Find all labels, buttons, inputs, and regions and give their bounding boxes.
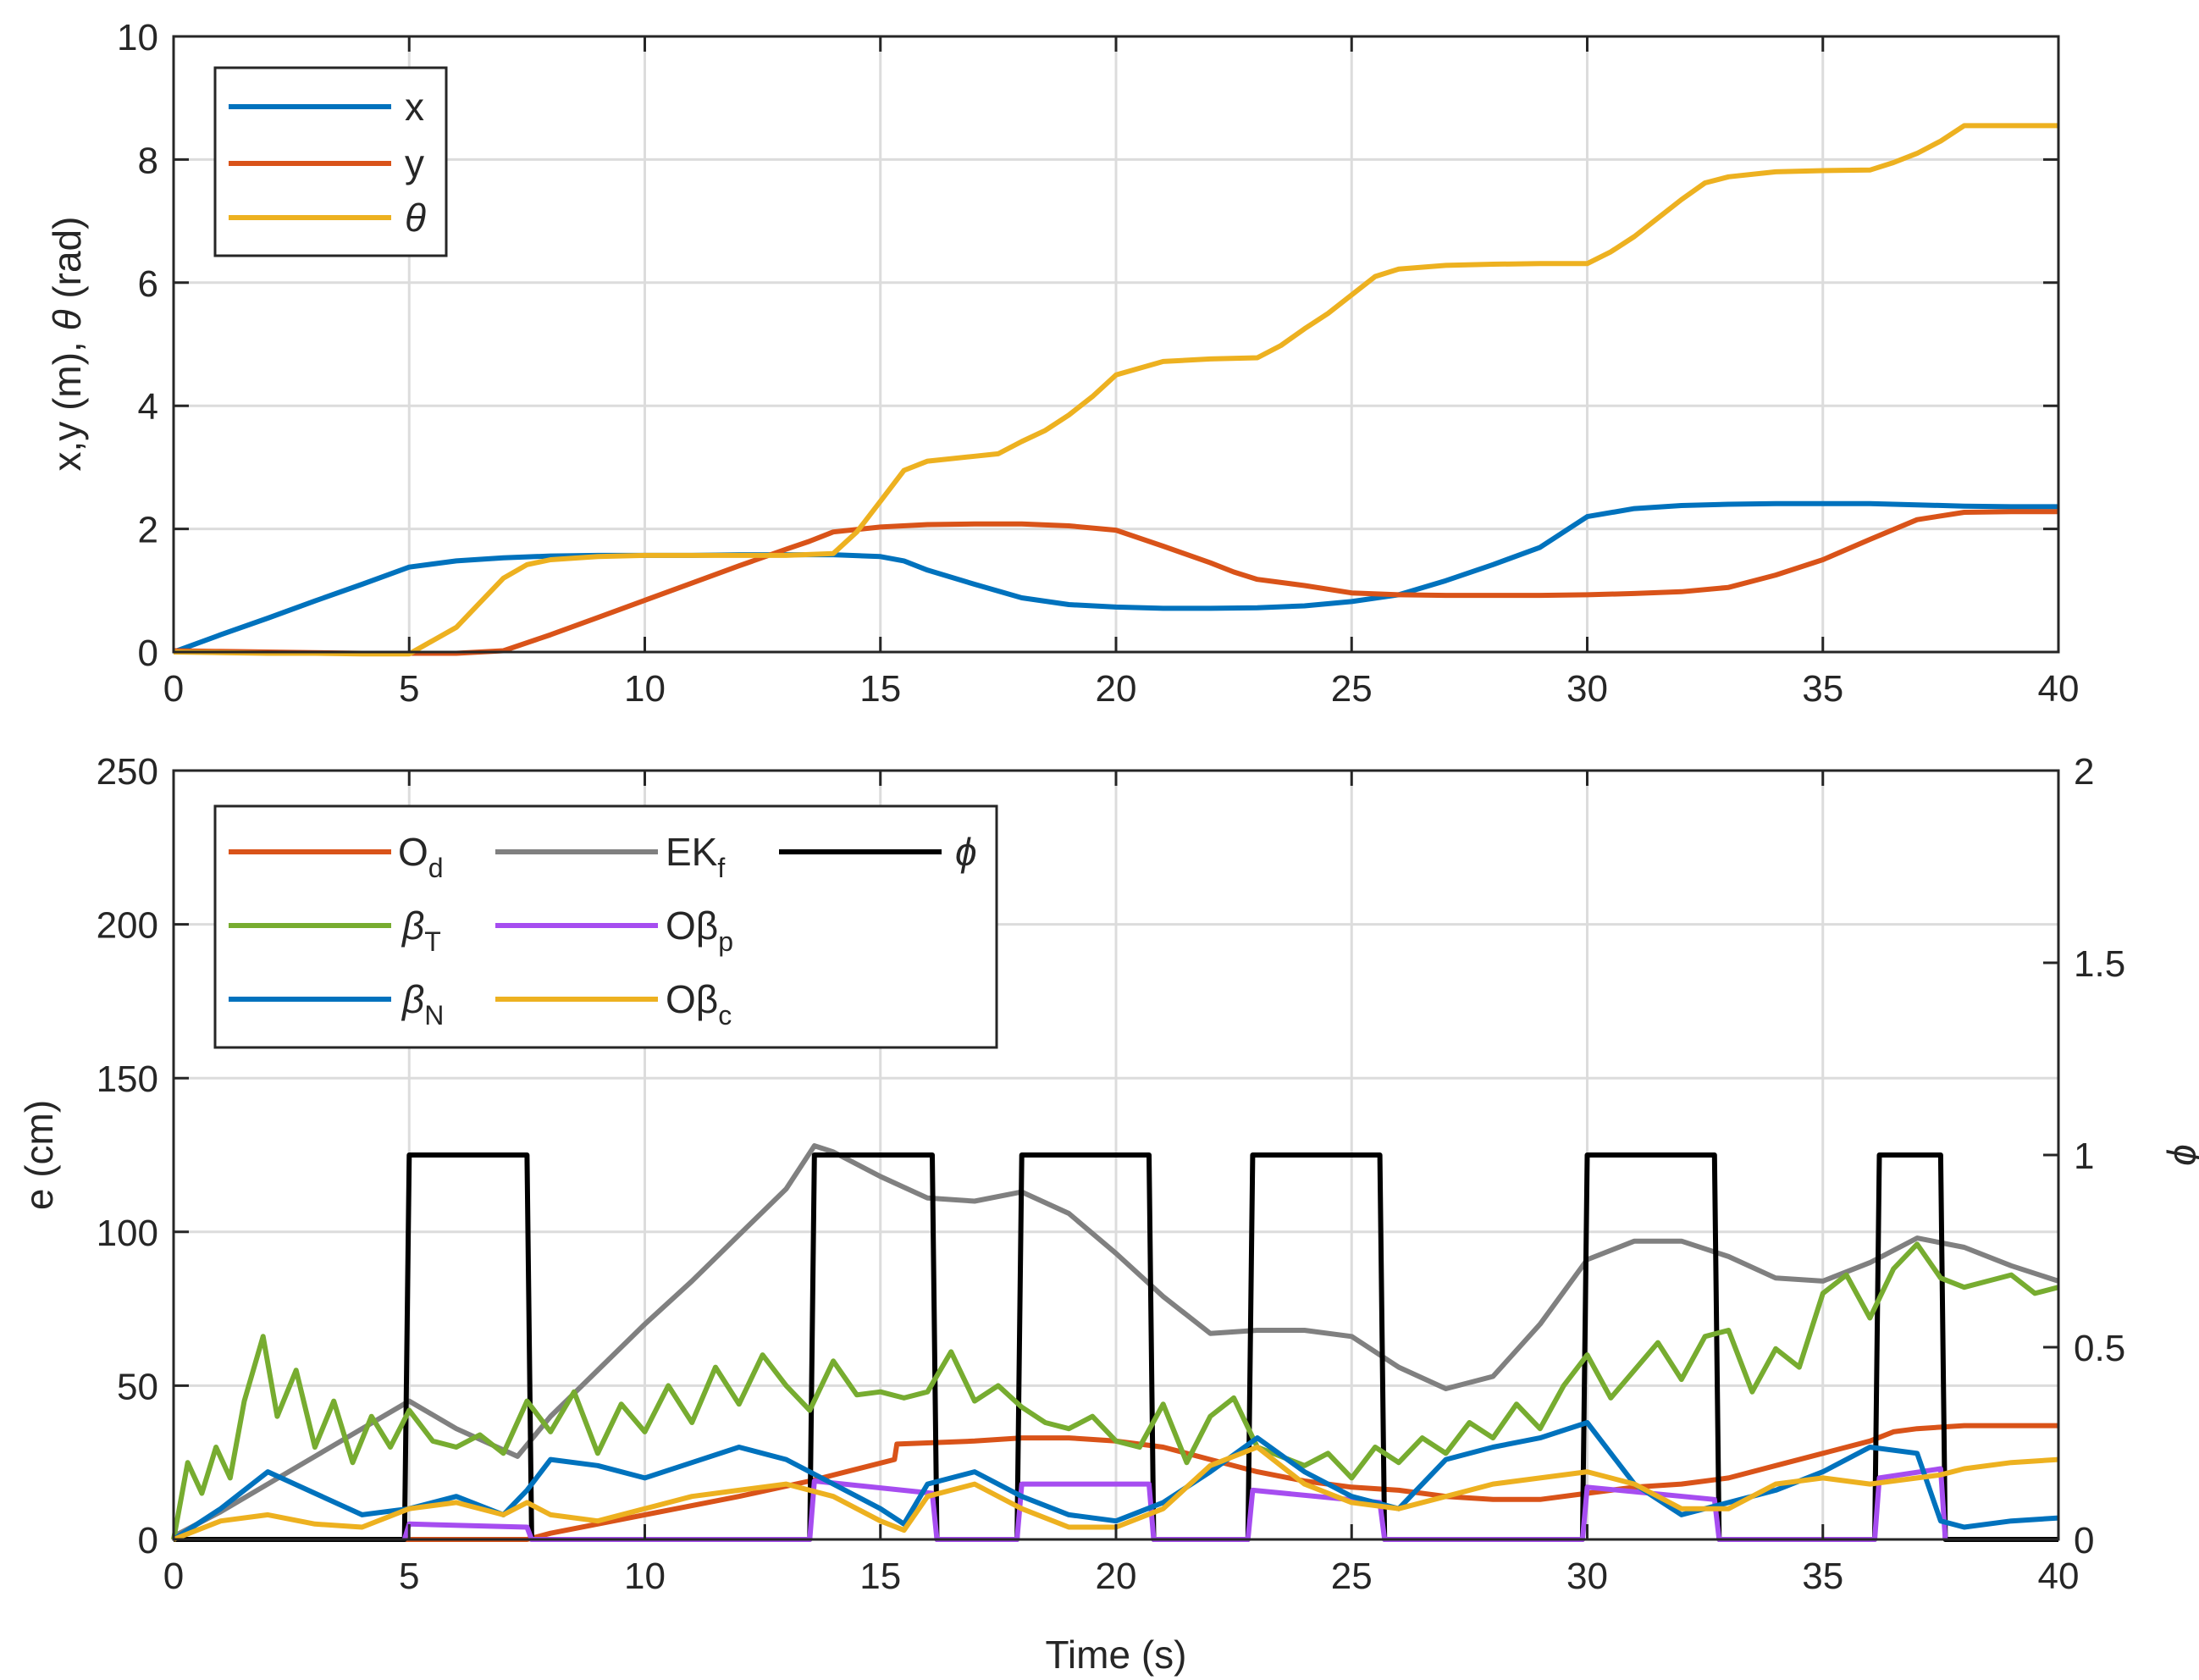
bottom-xtick-label-40: 40 [2038, 1556, 2080, 1597]
legend-label-phi: ϕ [955, 830, 977, 874]
bottom-xtick-label-15: 15 [859, 1556, 901, 1597]
legend-label-y: y [405, 141, 424, 185]
top-ytick-label-4: 4 [138, 386, 158, 428]
legend-obetac-sub: c [718, 1000, 732, 1031]
bottom-xtick-label-10: 10 [624, 1556, 666, 1597]
top-ticks: 0 5 10 15 20 25 30 35 40 0 2 4 6 8 10 [117, 17, 2079, 710]
legend-ekf-main: EK [666, 830, 718, 874]
top-series-theta [173, 123, 2058, 657]
bottom-ylabel: e (cm) [17, 1100, 61, 1210]
bottom-ylabel-right: ϕ [2166, 1144, 2199, 1166]
bottom-yrtick-label-0: 0 [2074, 1520, 2094, 1561]
bottom-xtick-label-30: 30 [1566, 1556, 1608, 1597]
top-grid [174, 36, 2058, 652]
top-xtick-label-5: 5 [399, 668, 419, 710]
bottom-series-o-d [174, 1423, 2058, 1542]
top-xtick-label-0: 0 [163, 668, 184, 710]
bottom-xtick-label-25: 25 [1331, 1556, 1373, 1597]
legend-label-betat: βT [401, 904, 441, 957]
top-xtick-label-10: 10 [624, 668, 666, 710]
bottom-yrtick-label-0.5: 0.5 [2074, 1328, 2125, 1369]
top-ylabel-part1: x,y (m), [45, 330, 89, 471]
bottom-yrtick-label-1: 1 [2074, 1136, 2094, 1177]
top-plot: 0 5 10 15 20 25 30 35 40 0 2 4 6 8 10 x,y (m), θ (rad)… [45, 17, 2079, 710]
top-xtick-label-35: 35 [1802, 668, 1843, 710]
top-xtick-label-40: 40 [2038, 668, 2080, 710]
bottom-series-beta-t [171, 1241, 2059, 1540]
legend-label-betan: βN [401, 977, 444, 1031]
legend-betat-sub: T [424, 926, 441, 957]
bottom-xlabel: Time (s) [1046, 1633, 1187, 1677]
top-ylabel: x,y (m), θ (rad) [45, 217, 89, 472]
bottom-series-ek-f [172, 1143, 2059, 1539]
top-legend: x y θ [213, 66, 448, 257]
top-ytick-label-10: 10 [117, 17, 158, 58]
top-xtick-label-15: 15 [859, 668, 901, 710]
top-ytick-label-8: 8 [138, 140, 158, 181]
top-ylabel-theta: θ [45, 309, 89, 330]
bottom-ytick-label-100: 100 [97, 1213, 158, 1254]
legend-betan-main: β [401, 977, 424, 1021]
bottom-xtick-label-20: 20 [1096, 1556, 1137, 1597]
top-xtick-label-30: 30 [1566, 668, 1608, 710]
bottom-ytick-label-200: 200 [97, 905, 158, 947]
bottom-ytick-label-0: 0 [138, 1520, 158, 1561]
bottom-legend: Od βT βN EKf Oβp Oβc ϕ [213, 804, 998, 1049]
legend-od-sub: d [428, 853, 444, 883]
legend-label-theta: θ [405, 196, 426, 240]
legend-label-ekf: EKf [666, 830, 725, 883]
legend-betat-main: β [401, 904, 424, 948]
bottom-yrtick-label-1.5: 1.5 [2074, 943, 2125, 985]
legend-label-obetap: Oβp [666, 904, 733, 957]
legend-betan-sub: N [424, 1000, 444, 1031]
bottom-xtick-label-0: 0 [163, 1556, 184, 1597]
top-ytick-label-0: 0 [138, 633, 158, 674]
bottom-xtick-label-35: 35 [1802, 1556, 1843, 1597]
legend-obetap-main: Oβ [666, 904, 718, 948]
legend-obetap-sub: p [718, 926, 733, 957]
top-xtick-label-25: 25 [1331, 668, 1373, 710]
top-ylabel-part2: (rad) [45, 217, 89, 310]
bottom-ytick-label-250: 250 [97, 751, 158, 793]
top-ytick-label-2: 2 [138, 510, 158, 551]
bottom-ytick-label-50: 50 [117, 1366, 158, 1407]
top-xtick-label-20: 20 [1096, 668, 1137, 710]
legend-label-obetac: Oβc [666, 977, 732, 1031]
legend-label-od: Od [398, 830, 444, 883]
legend-ekf-sub: f [717, 853, 725, 883]
legend-obetac-main: Oβ [666, 977, 718, 1021]
top-series-x [172, 500, 2058, 655]
bottom-ytick-label-150: 150 [97, 1058, 158, 1100]
bottom-plot: 0 5 10 15 20 25 30 35 4005010015020025000.511.52… [17, 751, 2199, 1677]
bottom-xtick-label-5: 5 [399, 1556, 419, 1597]
legend-od-main: O [398, 830, 428, 874]
bottom-yrtick-label-2: 2 [2074, 751, 2094, 793]
legend-label-x: x [405, 85, 424, 129]
bottom-series-o-beta-c [172, 1445, 2059, 1542]
top-ytick-label-6: 6 [138, 263, 158, 305]
